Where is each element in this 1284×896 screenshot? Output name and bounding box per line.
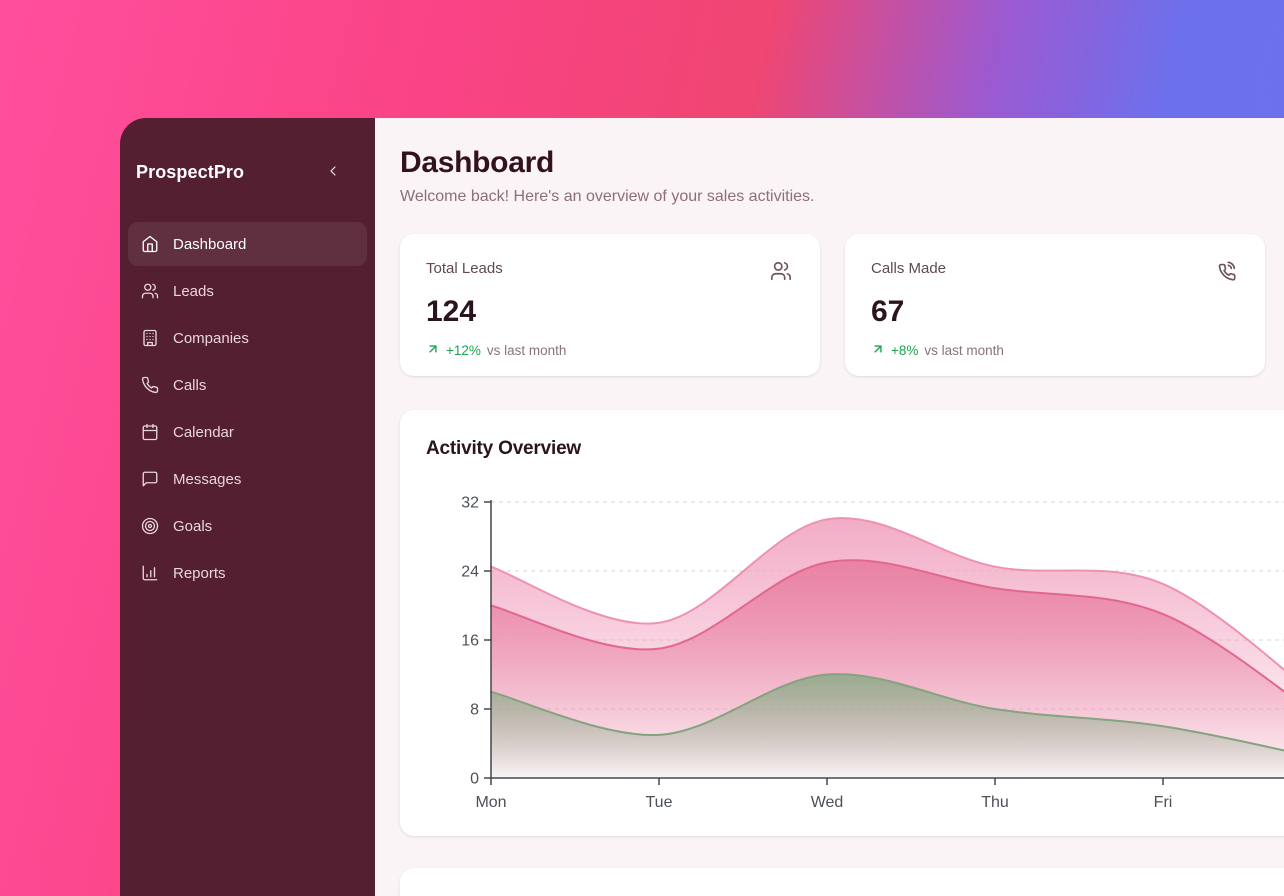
stats-row: Total Leads 124 +12% vs last month Calls… <box>400 234 1284 376</box>
activity-area-chart: 0 8 16 24 32 Mon Tue Wed Thu Fri <box>461 495 1284 811</box>
sidebar-collapse-button[interactable] <box>321 159 345 186</box>
trend-percent: +12% <box>446 343 481 358</box>
main-content: Dashboard Welcome back! Here's an overvi… <box>375 118 1284 896</box>
stat-value: 67 <box>871 295 905 328</box>
svg-text:16: 16 <box>461 633 479 650</box>
target-icon <box>141 517 159 535</box>
sidebar-header: ProspectPro <box>120 118 375 196</box>
svg-text:Fri: Fri <box>1154 794 1173 811</box>
app-window: ProspectPro Dashboard Leads Companies Calls… <box>120 118 1284 896</box>
users-icon <box>771 261 791 281</box>
stat-value: 124 <box>426 295 477 328</box>
chart-title: Activity Overview <box>426 438 582 459</box>
users-icon <box>141 283 159 299</box>
sidebar-item-goals[interactable]: Goals <box>128 504 367 548</box>
chevron-left-icon <box>330 165 336 176</box>
sidebar-item-calls[interactable]: Calls <box>128 363 367 407</box>
sidebar-item-label: Messages <box>173 470 242 488</box>
stat-card-total-leads: Total Leads 124 +12% vs last month <box>400 234 820 376</box>
svg-text:8: 8 <box>470 702 479 719</box>
trend-suffix: vs last month <box>924 343 1004 358</box>
sidebar-item-reports[interactable]: Reports <box>128 551 367 595</box>
page-title: Dashboard <box>400 146 554 179</box>
stat-card-calls-made: Calls Made 67 +8% vs last month <box>845 234 1265 376</box>
sidebar-item-label: Reports <box>173 564 226 582</box>
stat-trend: +12% vs last month <box>426 342 792 359</box>
svg-text:Mon: Mon <box>475 794 506 811</box>
sidebar-item-label: Leads <box>173 282 214 300</box>
activity-overview-card: Activity Overview 0 8 16 24 32 Mon Tue Wed Thu Fr… <box>400 410 1284 836</box>
svg-text:0: 0 <box>470 771 479 788</box>
phone-call-icon <box>1215 260 1237 287</box>
sidebar-item-label: Dashboard <box>173 235 247 253</box>
stat-trend: +8% vs last month <box>871 342 1237 359</box>
stat-label: Calls Made <box>871 260 947 277</box>
sidebar-item-calendar[interactable]: Calendar <box>128 410 367 454</box>
arrow-up-right-icon <box>874 345 882 353</box>
sidebar-item-messages[interactable]: Messages <box>128 457 367 501</box>
svg-text:Wed: Wed <box>811 794 844 811</box>
svg-text:Thu: Thu <box>981 794 1009 811</box>
arrow-up-right-icon <box>426 342 440 359</box>
calendar-icon <box>142 423 158 441</box>
sidebar: ProspectPro Dashboard Leads Companies Calls… <box>120 118 375 896</box>
trend-suffix: vs last month <box>486 343 567 358</box>
arrow-up-right-icon <box>871 342 885 359</box>
stat-card-header: Calls Made <box>871 260 1237 287</box>
brand-logo: ProspectPro <box>136 161 245 182</box>
sidebar-item-label: Calendar <box>173 423 234 441</box>
message-square-icon <box>142 471 158 487</box>
sidebar-nav: Dashboard Leads Companies Calls Calendar Mess… <box>120 222 375 595</box>
sidebar-item-label: Companies <box>173 329 249 347</box>
stat-card-header: Total Leads <box>426 260 792 287</box>
next-card-partial <box>400 868 1284 896</box>
home-icon <box>142 235 158 253</box>
phone-icon <box>141 376 159 394</box>
sidebar-item-dashboard[interactable]: Dashboard <box>128 222 367 266</box>
users-icon <box>770 260 792 287</box>
chevron-left-icon <box>325 163 341 182</box>
svg-text:24: 24 <box>461 564 479 581</box>
sidebar-item-label: Goals <box>173 517 213 535</box>
svg-text:32: 32 <box>461 495 479 512</box>
phone-call-icon <box>1218 261 1236 281</box>
svg-text:Tue: Tue <box>646 794 673 811</box>
sidebar-item-companies[interactable]: Companies <box>128 316 367 360</box>
bar-chart-icon <box>142 565 158 581</box>
sidebar-item-leads[interactable]: Leads <box>128 269 367 313</box>
page-subtitle: Welcome back! Here's an overview of your… <box>400 188 815 205</box>
stat-label: Total Leads <box>426 260 503 277</box>
building-icon <box>143 329 157 347</box>
trend-percent: +8% <box>891 343 919 358</box>
arrow-up-right-icon <box>429 345 437 353</box>
sidebar-item-label: Calls <box>173 376 207 394</box>
